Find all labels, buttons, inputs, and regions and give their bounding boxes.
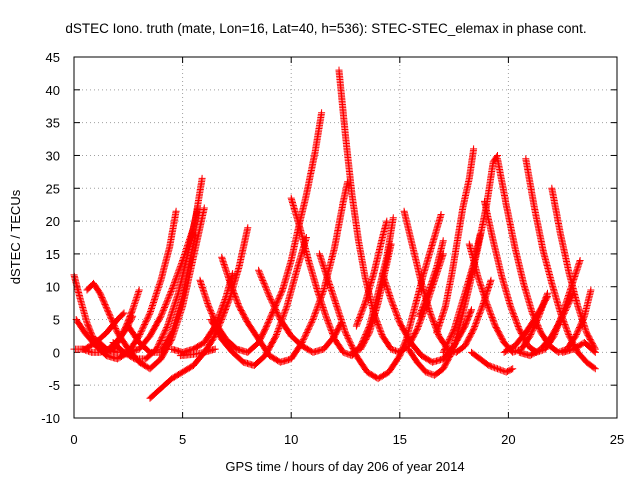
x-tick-label: 0	[70, 432, 77, 447]
plus-marker-trace	[196, 109, 326, 356]
plus-marker-trace	[176, 345, 219, 360]
data-arc	[196, 109, 326, 356]
y-tick-label: 5	[53, 313, 60, 328]
y-tick-label: 25	[46, 181, 60, 196]
y-tick-label: 15	[46, 247, 60, 262]
data-arc	[400, 207, 495, 356]
plus-marker-trace	[500, 293, 551, 356]
y-tick-label: 0	[53, 345, 60, 360]
data-arc	[468, 348, 517, 376]
data-arc	[559, 339, 599, 356]
x-axis-label: GPS time / hours of day 206 of year 2014	[225, 459, 464, 474]
y-axis-label: dSTEC / TECUs	[8, 189, 23, 284]
y-tick-label: 30	[46, 148, 60, 163]
x-tick-label: 5	[179, 432, 186, 447]
data-arc	[515, 289, 578, 360]
data-markers	[70, 66, 599, 402]
plus-marker-trace	[352, 217, 391, 330]
x-axis-ticks: 0 5 10 15 20 25	[70, 57, 624, 447]
plus-marker-trace	[433, 145, 478, 337]
data-arc	[176, 345, 219, 360]
plus-marker-trace	[439, 230, 484, 356]
y-tick-label: 35	[46, 116, 60, 131]
data-arc	[548, 184, 599, 353]
y-tick-label: -5	[48, 378, 60, 393]
plus-marker-trace	[468, 348, 517, 376]
y-tick-label: 45	[46, 50, 60, 65]
x-tick-label: 15	[393, 432, 407, 447]
plot-frame	[73, 56, 618, 419]
x-tick-label: 10	[284, 432, 298, 447]
plus-marker-trace	[548, 184, 599, 353]
y-tick-label: -10	[41, 411, 60, 426]
data-arc	[415, 237, 447, 320]
plus-marker-trace	[559, 339, 599, 356]
plus-marker-trace	[515, 289, 578, 360]
data-arc	[352, 217, 391, 330]
data-arc	[207, 234, 310, 369]
x-tick-label: 20	[501, 432, 515, 447]
y-tick-label: 10	[46, 280, 60, 295]
data-arc	[124, 230, 200, 356]
data-arc	[439, 230, 484, 356]
data-arc	[433, 145, 478, 337]
data-arc	[522, 155, 599, 373]
y-tick-label: 20	[46, 214, 60, 229]
plus-marker-trace	[400, 207, 495, 356]
plus-marker-trace	[522, 155, 599, 373]
plus-marker-trace	[207, 234, 310, 369]
x-tick-label: 25	[610, 432, 624, 447]
plus-marker-trace	[415, 237, 447, 320]
plus-marker-trace	[124, 230, 200, 356]
chart-title: dSTEC Iono. truth (mate, Lon=16, Lat=40,…	[65, 21, 586, 36]
y-axis-ticks: -10 -5 0 5 10 15 20 25 30 35 40 45	[41, 50, 617, 426]
data-arc	[500, 293, 551, 356]
y-tick-label: 40	[46, 83, 60, 98]
